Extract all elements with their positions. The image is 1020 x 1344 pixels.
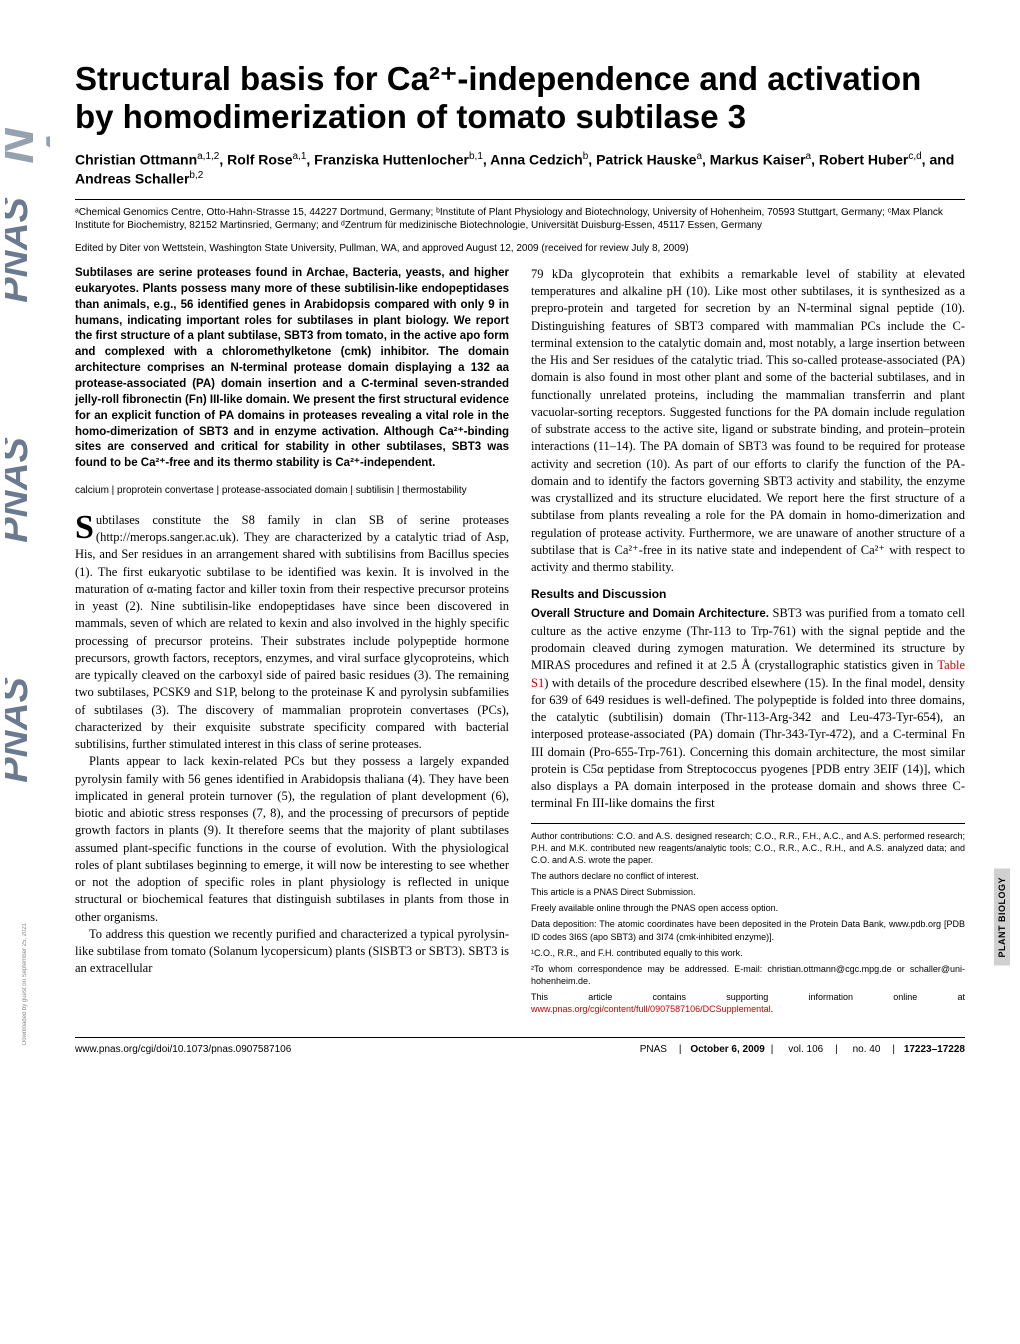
fn-supp-link[interactable]: www.pnas.org/cgi/content/full/0907587106… xyxy=(531,1004,771,1014)
fn-correspondence: ²To whom correspondence may be addressed… xyxy=(531,963,965,987)
footer-journal: PNAS xyxy=(640,1044,667,1055)
footnotes: Author contributions: C.O. and A.S. desi… xyxy=(531,823,965,1016)
fn-direct-submission: This article is a PNAS Direct Submission… xyxy=(531,886,965,898)
fn-author-contrib: Author contributions: C.O. and A.S. desi… xyxy=(531,830,965,866)
page-footer: www.pnas.org/cgi/doi/10.1073/pnas.090758… xyxy=(75,1037,965,1055)
intro-para-1: Subtilases constitute the S8 family in c… xyxy=(75,512,509,754)
fn-conflict: The authors declare no conflict of inter… xyxy=(531,870,965,882)
results-text-b: ) with details of the procedure describe… xyxy=(531,676,965,811)
left-column: Subtilases are serine proteases found in… xyxy=(75,266,509,1019)
edited-by: Edited by Diter von Wettstein, Washingto… xyxy=(75,243,965,254)
footer-pages: 17223–17228 xyxy=(904,1044,965,1055)
continuation-para: 79 kDa glycoprotein that exhibits a rema… xyxy=(531,266,965,577)
fn-open-access: Freely available online through the PNAS… xyxy=(531,902,965,914)
subsection-runin: Overall Structure and Domain Architectur… xyxy=(531,608,769,620)
footer-doi: www.pnas.org/cgi/doi/10.1073/pnas.090758… xyxy=(75,1044,291,1055)
footer-issue: no. 40 xyxy=(853,1044,881,1055)
rule xyxy=(75,199,965,200)
fn-supporting-info: This article contains supporting informa… xyxy=(531,991,965,1015)
fn-data-deposition: Data deposition: The atomic coordinates … xyxy=(531,918,965,942)
results-para-1: Overall Structure and Domain Architectur… xyxy=(531,605,965,813)
footer-citation: PNAS| October 6, 2009| vol. 106| no. 40|… xyxy=(634,1044,965,1055)
keywords: calcium | proprotein convertase | protea… xyxy=(75,484,509,498)
fn-supp-text-a: This article contains supporting informa… xyxy=(531,992,965,1002)
abstract: Subtilases are serine proteases found in… xyxy=(75,266,509,472)
results-heading: Results and Discussion xyxy=(531,586,965,603)
footer-date: October 6, 2009 xyxy=(690,1044,764,1055)
fn-equal-contrib: ¹C.O., R.R., and F.H. contributed equall… xyxy=(531,947,965,959)
affiliations: ᵃChemical Genomics Centre, Otto-Hahn-Str… xyxy=(75,206,965,233)
two-column-body: Subtilases are serine proteases found in… xyxy=(75,266,965,1019)
page: Structural basis for Ca²⁺-independence a… xyxy=(0,0,1020,1085)
right-column: 79 kDa glycoprotein that exhibits a rema… xyxy=(531,266,965,1019)
intro-para-2: Plants appear to lack kexin-related PCs … xyxy=(75,753,509,926)
fn-supp-text-b: . xyxy=(771,1004,774,1014)
intro-para-3: To address this question we recently pur… xyxy=(75,926,509,978)
authors: Christian Ottmanna,1,2, Rolf Rosea,1, Fr… xyxy=(75,150,965,189)
article-title: Structural basis for Ca²⁺-independence a… xyxy=(75,60,965,136)
dropcap: S xyxy=(75,512,96,543)
intro-para-1-text: ubtilases constitute the S8 family in cl… xyxy=(75,513,509,751)
footer-vol: vol. 106 xyxy=(788,1044,823,1055)
